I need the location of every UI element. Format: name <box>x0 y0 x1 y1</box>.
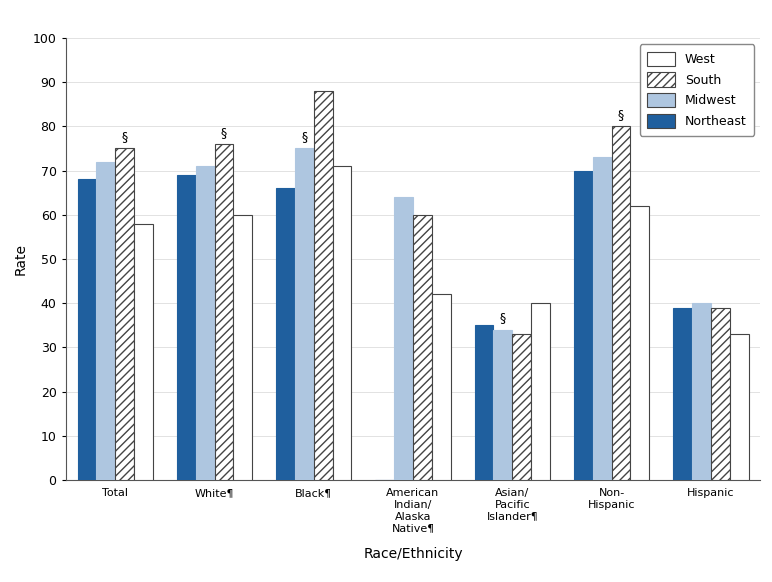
Bar <box>493 330 513 480</box>
Text: Medscape: Medscape <box>9 9 102 26</box>
Bar <box>276 188 295 480</box>
Text: §: § <box>499 311 506 324</box>
Bar <box>513 334 531 480</box>
Bar <box>432 294 451 480</box>
Text: §: § <box>221 126 227 139</box>
Bar <box>77 179 96 480</box>
Bar <box>631 206 649 480</box>
Bar <box>233 215 252 480</box>
Bar <box>574 171 593 480</box>
X-axis label: Race/Ethnicity: Race/Ethnicity <box>363 547 463 561</box>
Bar <box>692 303 711 480</box>
Bar <box>333 166 351 480</box>
Text: §: § <box>121 130 128 143</box>
Legend: West, South, Midwest, Northeast: West, South, Midwest, Northeast <box>640 44 754 136</box>
Bar <box>313 91 333 480</box>
Bar <box>195 166 215 480</box>
Text: Source: MMWR © 2010 Centers for Disease Control and Prevention (CDC): Source: MMWR © 2010 Centers for Disease … <box>372 563 757 573</box>
Bar <box>134 223 153 480</box>
Bar <box>394 197 413 480</box>
Bar <box>413 215 432 480</box>
Bar <box>96 162 115 480</box>
Bar <box>177 175 195 480</box>
Bar <box>611 126 631 480</box>
Y-axis label: Rate: Rate <box>13 243 27 275</box>
Bar <box>673 308 692 480</box>
Bar <box>475 325 493 480</box>
Text: §: § <box>618 108 624 121</box>
Bar <box>593 157 611 480</box>
Bar <box>531 303 550 480</box>
Bar <box>730 334 749 480</box>
Bar <box>215 144 233 480</box>
Bar <box>711 308 730 480</box>
Bar <box>115 148 134 480</box>
Text: §: § <box>301 130 307 143</box>
Bar <box>295 148 313 480</box>
